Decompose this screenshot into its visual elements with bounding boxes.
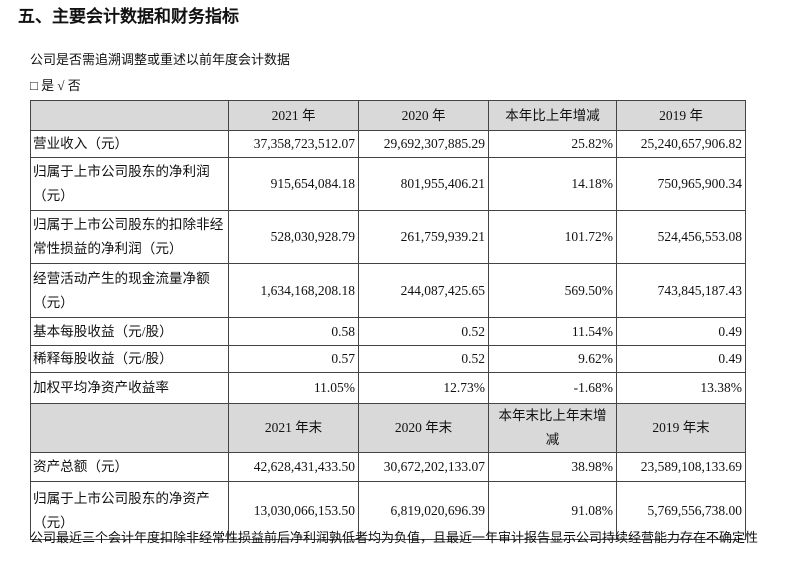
- cell: 25,240,657,906.82: [616, 130, 746, 158]
- row-label: 加权平均净资产收益率: [30, 372, 229, 404]
- note: 公司最近三个会计年度扣除非经常性损益前后净利润孰低者均为负值，且最近一年审计报告…: [30, 530, 759, 545]
- cell: 261,759,939.21: [358, 210, 489, 264]
- cell: 0.58: [228, 317, 359, 346]
- row-label: 归属于上市公司股东的扣除非经常性损益的净利润（元）: [30, 210, 229, 264]
- cell: 750,965,900.34: [616, 157, 746, 211]
- cell: 13.38%: [616, 372, 746, 404]
- cell: 29,692,307,885.29: [358, 130, 489, 158]
- cell: 0.49: [616, 345, 746, 373]
- cell: 528,030,928.79: [228, 210, 359, 264]
- cell: 11.05%: [228, 372, 359, 404]
- data-row: 归属于上市公司股东的扣除非经常性损益的净利润（元） 528,030,928.79 2…: [30, 210, 746, 264]
- answer: □ 是 √ 否: [30, 78, 81, 93]
- cell: 本年比上年增减: [488, 100, 617, 131]
- cell: 2019 年末: [616, 403, 746, 453]
- cell: 915,654,084.18: [228, 157, 359, 211]
- cell: 2021 年末: [228, 403, 359, 453]
- cell: 25.82%: [488, 130, 617, 158]
- cell: 9.62%: [488, 345, 617, 373]
- cell: 1,634,168,208.18: [228, 263, 359, 318]
- cell: 91.08%: [488, 481, 617, 540]
- row-label: 稀释每股收益（元/股）: [30, 345, 229, 373]
- cell: 2021 年: [228, 100, 359, 131]
- cell: 2020 年: [358, 100, 489, 131]
- cell: 101.72%: [488, 210, 617, 264]
- row-label: 归属于上市公司股东的净资产（元）: [30, 481, 229, 540]
- row-label: [30, 100, 229, 131]
- cell: 37,358,723,512.07: [228, 130, 359, 158]
- question: 公司是否需追溯调整或重述以前年度会计数据: [30, 52, 291, 67]
- row-label: 营业收入（元）: [30, 130, 229, 158]
- cell: 5,769,556,738.00: [616, 481, 746, 540]
- cell: 14.18%: [488, 157, 617, 211]
- data-row: 经营活动产生的现金流量净额（元） 1,634,168,208.18 244,087,…: [30, 263, 746, 318]
- cell: 2020 年末: [358, 403, 489, 453]
- cell: 2019 年: [616, 100, 746, 131]
- data-row: 资产总额（元） 42,628,431,433.50 30,672,202,133.0…: [30, 452, 746, 482]
- header-row: 2021 年 2020 年本年比上年增减 2019 年: [30, 100, 746, 131]
- cell: 11.54%: [488, 317, 617, 346]
- section-title: 五、主要会计数据和财务指标: [18, 7, 239, 27]
- row-label: 资产总额（元）: [30, 452, 229, 482]
- cell: 13,030,066,153.50: [228, 481, 359, 540]
- data-row: 营业收入（元） 37,358,723,512.07 29,692,307,885.2…: [30, 130, 746, 158]
- data-row: 加权平均净资产收益率 11.05% 12.73% -1.68% 13.38%: [30, 372, 746, 404]
- row-label: 经营活动产生的现金流量净额（元）: [30, 263, 229, 318]
- header-row: 2021 年末 2020 年末 本年末比上年末增减 2019 年末: [30, 403, 746, 453]
- data-row: 稀释每股收益（元/股） 0.57 0.52 9.62% 0.49: [30, 345, 746, 373]
- data-row: 归属于上市公司股东的净资产（元） 13,030,066,153.50 6,819,0…: [30, 481, 746, 540]
- data-row: 归属于上市公司股东的净利润（元） 915,654,084.18 801,955,40…: [30, 157, 746, 211]
- cell: 569.50%: [488, 263, 617, 318]
- cell: 244,087,425.65: [358, 263, 489, 318]
- cell: 743,845,187.43: [616, 263, 746, 318]
- cell: 23,589,108,133.69: [616, 452, 746, 482]
- cell: 0.52: [358, 345, 489, 373]
- row-label: 基本每股收益（元/股）: [30, 317, 229, 346]
- cell: 801,955,406.21: [358, 157, 489, 211]
- cell: 0.52: [358, 317, 489, 346]
- cell: 38.98%: [488, 452, 617, 482]
- cell: 524,456,553.08: [616, 210, 746, 264]
- cell: 0.57: [228, 345, 359, 373]
- row-label: 归属于上市公司股东的净利润（元）: [30, 157, 229, 211]
- cell: 本年末比上年末增减: [488, 403, 617, 453]
- cell: 0.49: [616, 317, 746, 346]
- financial-table: 2021 年 2020 年本年比上年增减 2019 年营业收入（元） 37,358,7…: [30, 100, 746, 540]
- row-label: [30, 403, 229, 453]
- data-row: 基本每股收益（元/股） 0.58 0.52 11.54% 0.49: [30, 317, 746, 346]
- cell: -1.68%: [488, 372, 617, 404]
- cell: 6,819,020,696.39: [358, 481, 489, 540]
- cell: 30,672,202,133.07: [358, 452, 489, 482]
- cell: 12.73%: [358, 372, 489, 404]
- cell: 42,628,431,433.50: [228, 452, 359, 482]
